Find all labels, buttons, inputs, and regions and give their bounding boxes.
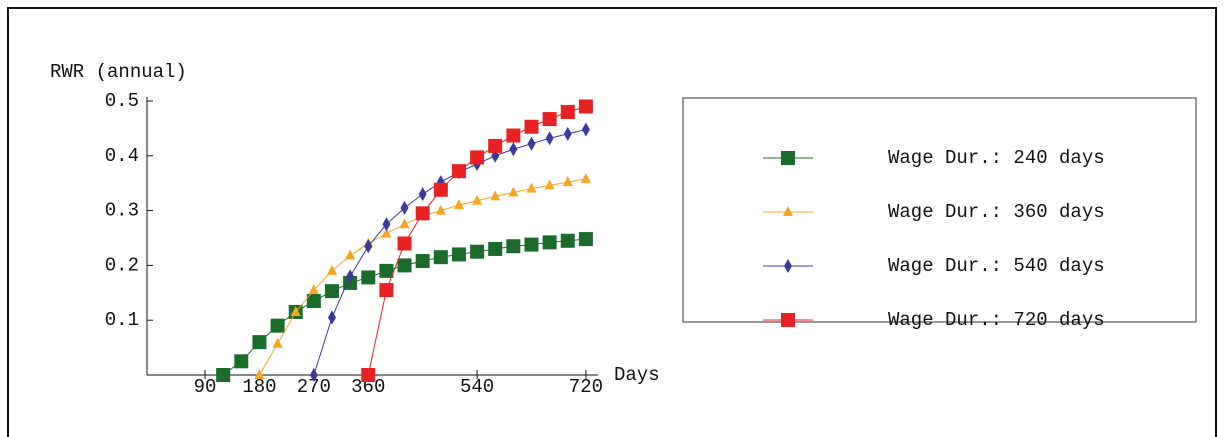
y-tick-label: 0.3: [105, 200, 139, 222]
marker: [509, 142, 518, 157]
marker: [527, 136, 536, 151]
marker: [361, 368, 376, 382]
x-tick-label: 270: [297, 376, 331, 398]
marker: [272, 337, 283, 348]
marker: [472, 194, 483, 205]
marker: [545, 131, 554, 146]
marker: [308, 284, 319, 295]
marker: [470, 244, 485, 259]
marker: [470, 150, 485, 165]
marker: [364, 239, 373, 254]
legend-box: [682, 97, 1197, 323]
marker: [254, 369, 265, 379]
x-tick-label: 180: [242, 376, 276, 398]
marker: [415, 254, 430, 269]
marker: [326, 264, 337, 275]
marker: [382, 217, 391, 232]
marker: [379, 263, 394, 278]
marker: [524, 119, 539, 134]
legend-label: Wage Dur.: 540 days: [888, 255, 1105, 277]
marker: [784, 259, 792, 273]
marker: [578, 232, 593, 247]
marker: [560, 104, 575, 119]
marker: [562, 176, 573, 187]
marker: [379, 283, 394, 298]
marker: [327, 310, 336, 325]
marker: [781, 313, 795, 327]
marker: [306, 294, 321, 309]
legend-label: Wage Dur.: 360 days: [888, 201, 1105, 223]
y-tick-label: 0.4: [105, 145, 139, 167]
marker: [488, 241, 503, 256]
marker: [415, 206, 430, 221]
marker: [524, 237, 539, 252]
marker: [435, 204, 446, 215]
marker: [252, 335, 267, 350]
y-axis-label: RWR (annual): [50, 61, 187, 83]
marker: [563, 126, 572, 141]
y-tick-label: 0.5: [105, 90, 139, 112]
marker: [490, 190, 501, 201]
marker: [560, 233, 575, 248]
marker: [400, 200, 409, 215]
marker: [453, 199, 464, 210]
legend-label: Wage Dur.: 240 days: [888, 147, 1105, 169]
x-tick-label: 720: [569, 376, 603, 398]
series-line: [313, 129, 587, 376]
marker: [381, 227, 392, 238]
marker: [451, 247, 466, 262]
y-tick-label: 0.1: [105, 309, 139, 331]
marker: [345, 249, 356, 260]
marker: [397, 236, 412, 251]
marker: [542, 235, 557, 250]
marker: [346, 269, 355, 284]
x-tick-label: 540: [460, 376, 494, 398]
marker: [542, 112, 557, 127]
marker: [216, 368, 231, 382]
marker: [324, 284, 339, 299]
marker: [578, 99, 593, 114]
marker: [290, 305, 301, 316]
marker: [361, 270, 376, 285]
y-tick-label: 0.2: [105, 254, 139, 276]
marker: [506, 239, 521, 254]
marker: [418, 187, 427, 202]
frame: [7, 7, 1217, 437]
marker: [508, 186, 519, 197]
marker: [234, 354, 249, 369]
x-axis-label: Days: [614, 364, 660, 386]
marker: [488, 138, 503, 153]
marker: [451, 164, 466, 179]
marker: [270, 318, 285, 333]
x-tick-label: 90: [194, 376, 217, 398]
marker: [506, 128, 521, 143]
marker: [309, 368, 318, 382]
marker: [581, 122, 590, 137]
marker: [433, 182, 448, 197]
marker: [783, 206, 793, 216]
marker: [526, 182, 537, 193]
marker: [433, 250, 448, 265]
x-tick-label: 360: [351, 376, 385, 398]
marker: [397, 258, 412, 273]
marker: [399, 218, 410, 229]
legend-label: Wage Dur.: 720 days: [888, 309, 1105, 331]
marker: [580, 172, 591, 183]
marker: [544, 179, 555, 190]
marker: [781, 151, 795, 165]
